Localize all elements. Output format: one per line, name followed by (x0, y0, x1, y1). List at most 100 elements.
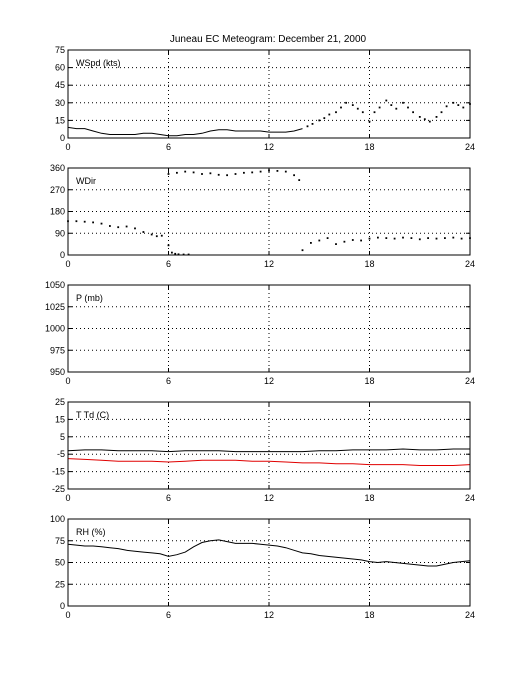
y-tick-label: 90 (55, 228, 65, 238)
x-tick-label: 0 (65, 610, 70, 620)
x-tick-label: 6 (166, 376, 171, 386)
data-point (284, 170, 287, 173)
x-tick-label: 12 (264, 376, 274, 386)
panel-label: P (mb) (76, 293, 103, 303)
y-tick-label: 1050 (45, 280, 65, 290)
panel-temp-dewpoint: 0 6 12 18 24 -25 -15 -5 5 15 25 T Td (C) (52, 397, 475, 503)
x-tick-label: 18 (364, 376, 374, 386)
data-point (385, 237, 388, 239)
data-point (75, 220, 78, 223)
y-tick-label: 0 (60, 601, 65, 611)
x-tick-label: 6 (166, 493, 171, 503)
data-point (276, 170, 279, 172)
data-point (368, 237, 371, 240)
x-tick-label: 18 (364, 493, 374, 503)
data-point (412, 111, 414, 114)
y-tick-label: 30 (55, 98, 65, 108)
x-tick-label: 0 (65, 376, 70, 386)
data-point (435, 237, 438, 240)
data-point (452, 236, 455, 239)
y-tick-label: 100 (50, 514, 65, 524)
series-line (67, 448, 470, 453)
data-point (259, 170, 262, 173)
data-point (293, 174, 295, 177)
y-tick-label: 950 (50, 367, 65, 377)
data-point (373, 111, 376, 114)
data-point (310, 242, 312, 244)
data-point (311, 123, 314, 125)
data-point (460, 237, 463, 240)
panel-label: T Td (C) (76, 410, 109, 420)
x-tick-label: 6 (166, 142, 171, 152)
y-tick-label: 75 (55, 45, 65, 55)
data-point (440, 111, 443, 114)
x-tick-label: 18 (364, 142, 374, 152)
x-tick-label: 24 (465, 610, 475, 620)
y-tick-label: 975 (50, 345, 65, 355)
data-point (343, 240, 346, 243)
data-point (418, 116, 421, 118)
panel-label: RH (%) (76, 527, 106, 537)
data-point (418, 238, 421, 241)
data-point (340, 106, 342, 109)
data-point (361, 111, 364, 114)
data-point (217, 173, 220, 176)
y-tick-label: -25 (52, 484, 65, 494)
figure-title: Juneau EC Meteogram: December 21, 2000 (170, 34, 367, 45)
data-point (402, 101, 404, 104)
data-point (150, 233, 153, 236)
series-line (67, 126, 303, 137)
y-tick-label: 25 (55, 397, 65, 407)
data-point (368, 120, 371, 123)
data-point (109, 225, 111, 227)
data-point (234, 173, 237, 175)
x-tick-label: 24 (465, 259, 475, 269)
data-point (423, 118, 426, 121)
y-tick-label: 15 (55, 115, 65, 125)
data-point (184, 170, 187, 173)
series-line (67, 539, 471, 567)
data-point (209, 172, 212, 175)
data-point (377, 236, 379, 239)
x-tick-label: 6 (166, 259, 171, 269)
panel-label: WDir (76, 176, 96, 186)
data-point (328, 113, 331, 116)
data-point (167, 244, 170, 247)
y-tick-label: -5 (57, 449, 65, 459)
data-point (410, 237, 413, 239)
data-point (335, 243, 337, 245)
y-tick-label: 15 (55, 414, 65, 424)
x-tick-label: 0 (65, 493, 70, 503)
x-tick-label: 0 (65, 142, 70, 152)
data-point (92, 221, 94, 224)
y-tick-label: 75 (55, 536, 65, 546)
x-tick-label: 12 (264, 259, 274, 269)
data-point (176, 171, 178, 174)
data-point (160, 234, 163, 237)
panel-pressure: 0 6 12 18 24 950 975 1000 1025 1050 P (mb) (45, 280, 475, 386)
y-tick-label: -15 (52, 467, 65, 477)
data-point (134, 227, 136, 230)
data-point (167, 173, 170, 175)
data-point (306, 125, 309, 128)
y-tick-label: 45 (55, 80, 65, 90)
panel-rh: 0 6 12 18 24 0 25 50 75 100 RH (%) (50, 514, 475, 620)
data-point (323, 117, 326, 119)
x-tick-label: 12 (264, 493, 274, 503)
data-point (444, 237, 446, 239)
data-point (402, 236, 404, 239)
data-point (243, 171, 245, 174)
y-tick-label: 0 (60, 250, 65, 260)
data-point (177, 253, 180, 256)
y-tick-label: 25 (55, 579, 65, 589)
x-tick-label: 24 (465, 493, 475, 503)
x-tick-label: 24 (465, 142, 475, 152)
data-point (174, 252, 177, 255)
data-point (435, 116, 438, 118)
data-point (452, 101, 455, 104)
data-point (428, 120, 431, 123)
data-point (201, 173, 203, 175)
data-point (155, 235, 158, 238)
